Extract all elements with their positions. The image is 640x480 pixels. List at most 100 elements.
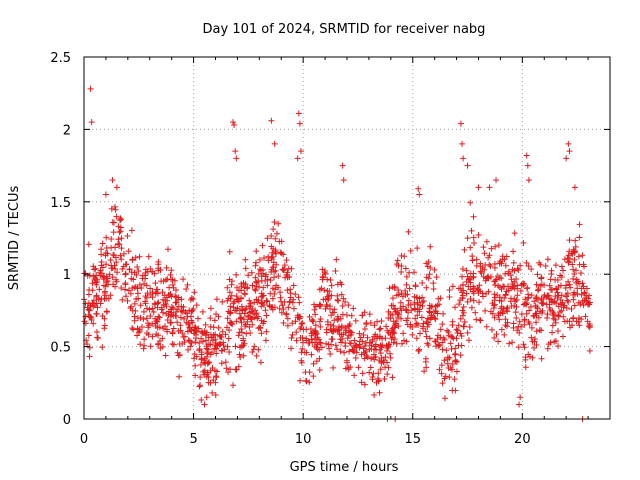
data-point — [168, 319, 175, 326]
data-point — [576, 221, 583, 228]
data-point — [316, 355, 323, 362]
data-point — [411, 305, 418, 312]
data-point — [549, 329, 556, 336]
data-point — [510, 248, 517, 255]
grid-lines — [84, 57, 610, 419]
data-point — [351, 372, 358, 379]
data-point — [303, 337, 310, 344]
data-point — [137, 302, 144, 309]
data-point — [183, 285, 190, 292]
data-point — [488, 245, 495, 252]
data-point — [205, 349, 212, 356]
data-point — [204, 371, 211, 378]
data-point — [533, 342, 540, 349]
data-point — [568, 306, 575, 313]
data-point — [238, 329, 245, 336]
data-point — [571, 256, 578, 263]
data-point — [91, 266, 98, 273]
data-point — [210, 324, 217, 331]
data-point — [125, 248, 132, 255]
data-point — [122, 286, 129, 293]
data-point — [347, 364, 354, 371]
data-point — [249, 282, 256, 289]
data-point — [90, 297, 97, 304]
data-point — [517, 287, 524, 294]
data-point — [364, 334, 371, 341]
data-point — [118, 216, 125, 223]
data-point — [343, 357, 350, 364]
data-point — [359, 370, 366, 377]
data-point — [212, 392, 219, 399]
data-point — [198, 356, 205, 363]
data-point — [339, 302, 346, 309]
data-point — [423, 260, 430, 267]
data-point — [486, 184, 493, 191]
data-point — [272, 247, 279, 254]
data-point — [521, 344, 528, 351]
data-point — [439, 346, 446, 353]
data-point — [346, 320, 353, 327]
data-point — [566, 148, 573, 155]
data-point — [467, 244, 474, 251]
data-point — [90, 273, 97, 280]
data-point — [337, 315, 344, 322]
data-point — [522, 354, 529, 361]
data-point — [435, 295, 442, 302]
data-point — [311, 301, 318, 308]
data-point — [172, 299, 179, 306]
data-point — [470, 297, 477, 304]
data-point — [576, 322, 583, 329]
data-point — [413, 335, 420, 342]
data-point — [586, 324, 593, 331]
data-point — [420, 320, 427, 327]
data-point — [371, 346, 378, 353]
data-point — [495, 338, 502, 345]
data-point — [525, 263, 532, 270]
data-point — [313, 330, 320, 337]
data-point — [307, 326, 314, 333]
data-point — [583, 292, 590, 299]
data-point — [361, 326, 368, 333]
data-point — [269, 295, 276, 302]
data-point — [463, 290, 470, 297]
data-point — [448, 345, 455, 352]
data-point — [439, 380, 446, 387]
data-point — [280, 267, 287, 274]
data-point — [293, 337, 300, 344]
data-point — [545, 292, 552, 299]
data-point — [470, 240, 477, 247]
data-point — [103, 308, 110, 315]
data-point — [477, 268, 484, 275]
data-point — [260, 320, 267, 327]
data-point — [294, 312, 301, 319]
data-point — [299, 320, 306, 327]
data-point — [238, 280, 245, 287]
data-point — [252, 274, 259, 281]
data-point — [306, 379, 313, 386]
data-point — [507, 295, 514, 302]
data-point — [499, 253, 506, 260]
data-point — [554, 328, 561, 335]
data-point — [456, 301, 463, 308]
data-point — [368, 355, 375, 362]
data-point — [583, 285, 590, 292]
data-point — [514, 327, 521, 334]
data-point — [292, 318, 299, 325]
data-point — [430, 280, 437, 287]
data-point — [425, 321, 432, 328]
data-point — [419, 279, 426, 286]
data-point — [578, 291, 585, 298]
data-point — [311, 335, 318, 342]
data-point — [572, 267, 579, 274]
data-point — [495, 242, 502, 249]
data-point — [565, 259, 572, 266]
data-point — [230, 304, 237, 311]
data-point — [383, 347, 390, 354]
data-point — [136, 253, 143, 260]
data-point — [343, 327, 350, 334]
y-tick-label: 2.5 — [50, 51, 71, 66]
data-point — [103, 279, 110, 286]
data-point — [348, 312, 355, 319]
data-point — [112, 206, 119, 213]
data-point — [337, 348, 344, 355]
